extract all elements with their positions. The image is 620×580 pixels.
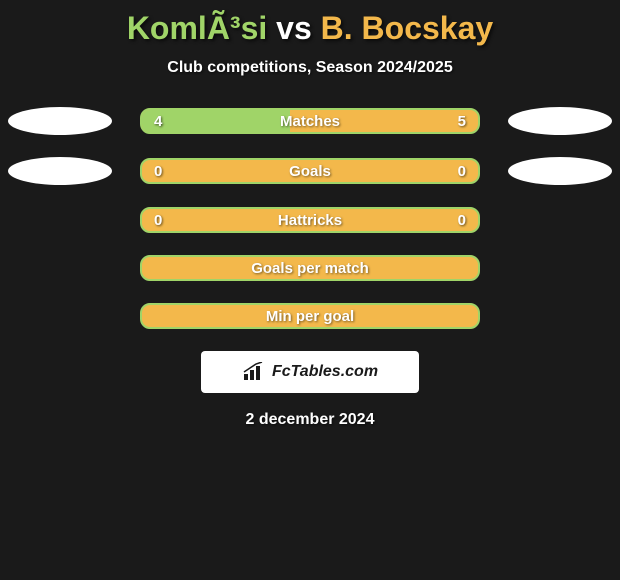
stat-label: Hattricks [278, 212, 342, 229]
stat-row: Min per goal [0, 303, 620, 329]
stat-label: Matches [280, 113, 340, 130]
ellipse-right [508, 107, 612, 135]
player1-name: KomlÃ³si [127, 10, 267, 46]
logo-text: FcTables.com [272, 363, 378, 381]
stat-bar: 0 Hattricks 0 [140, 207, 480, 233]
stat-value-right: 0 [458, 212, 466, 229]
stat-label: Min per goal [266, 308, 354, 325]
stat-bar: Goals per match [140, 255, 480, 281]
stats-list: 4 Matches 5 0 Goals 0 0 Hattricks 0 Goals per mat… [0, 107, 620, 329]
stat-bar-fill [142, 110, 290, 132]
logo-box: FcTables.com [0, 351, 620, 393]
stat-label: Goals [289, 163, 331, 180]
stat-value-left: 0 [154, 163, 162, 180]
stat-bar: Min per goal [140, 303, 480, 329]
ellipse-right [508, 157, 612, 185]
stat-value-left: 0 [154, 212, 162, 229]
page-title: KomlÃ³si vs B. Bocskay [0, 10, 620, 47]
stat-row: Goals per match [0, 255, 620, 281]
player2-name: B. Bocskay [321, 10, 494, 46]
stat-row: 4 Matches 5 [0, 107, 620, 135]
stat-bar: 4 Matches 5 [140, 108, 480, 134]
stat-label: Goals per match [251, 260, 369, 277]
main-container: KomlÃ³si vs B. Bocskay Club competitions… [0, 0, 620, 429]
logo-inner[interactable]: FcTables.com [201, 351, 419, 393]
stat-row: 0 Goals 0 [0, 157, 620, 185]
chart-icon [242, 362, 266, 382]
vs-text: vs [276, 10, 312, 46]
stat-bar: 0 Goals 0 [140, 158, 480, 184]
stat-value-right: 0 [458, 163, 466, 180]
stat-value-right: 5 [458, 113, 466, 130]
ellipse-left [8, 157, 112, 185]
stat-row: 0 Hattricks 0 [0, 207, 620, 233]
subtitle: Club competitions, Season 2024/2025 [0, 59, 620, 77]
stat-value-left: 4 [154, 113, 162, 130]
date-text: 2 december 2024 [0, 411, 620, 429]
ellipse-left [8, 107, 112, 135]
